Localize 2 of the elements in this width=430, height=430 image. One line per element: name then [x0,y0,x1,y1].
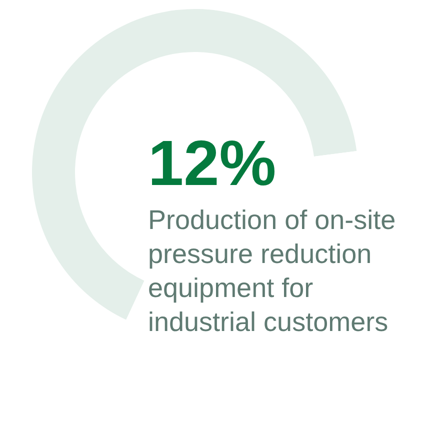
text: 12% [148,127,276,199]
text: Production of on-site pressure reduction equipment for industrial customers [148,205,404,337]
